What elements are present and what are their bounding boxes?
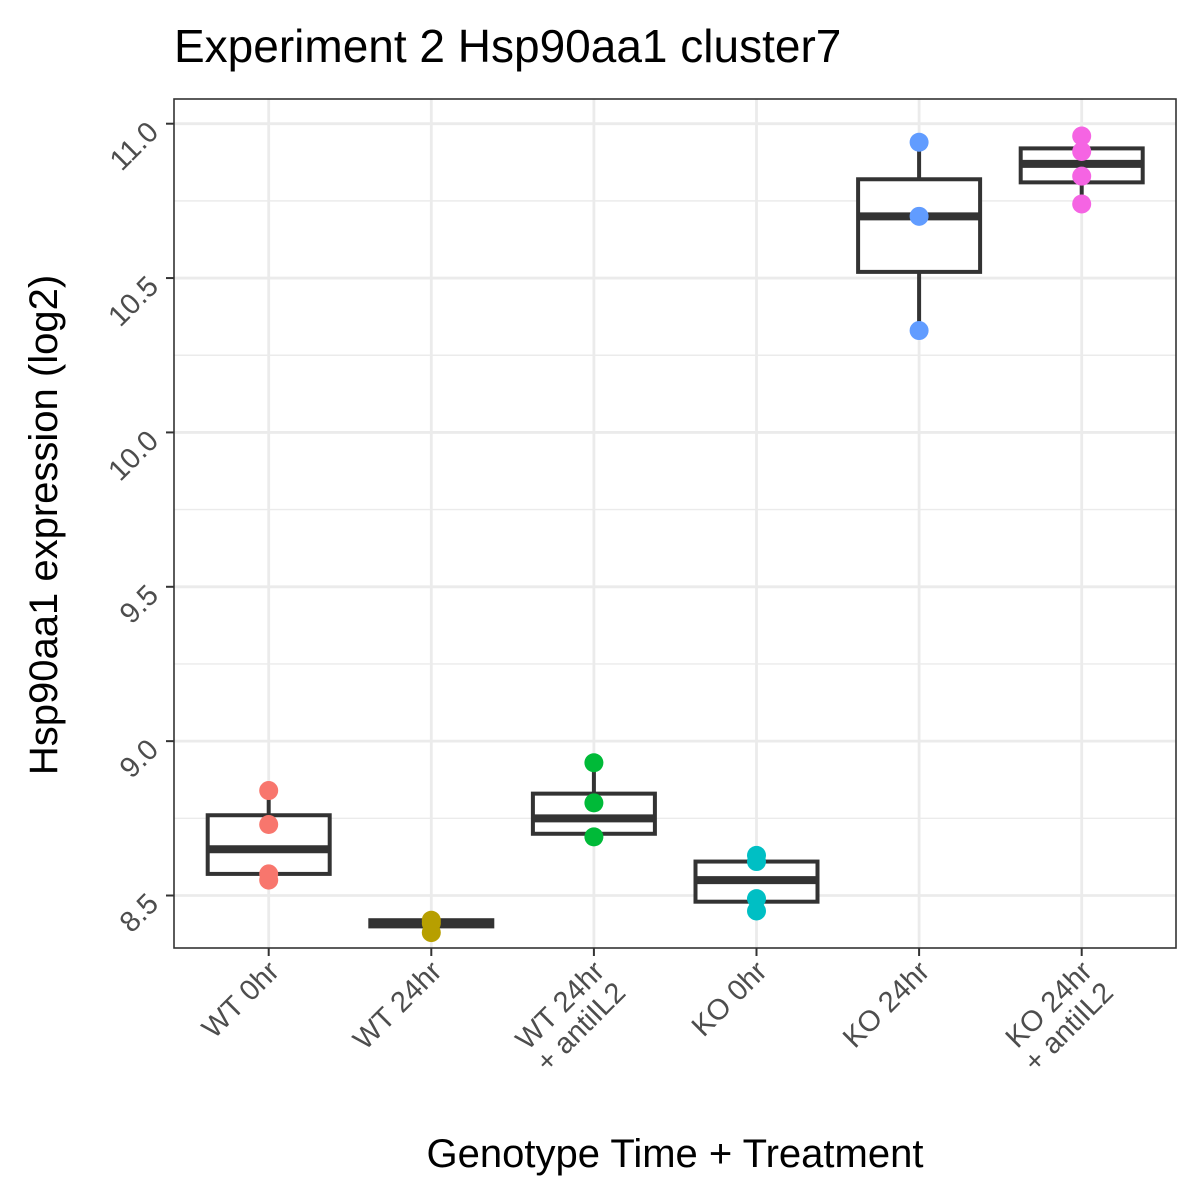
x-tick-label-line: KO 0hr bbox=[686, 955, 774, 1043]
data-point bbox=[1072, 166, 1092, 186]
x-tick-label-line: WT 0hr bbox=[196, 955, 286, 1045]
x-tick-label: WT 24hr+ antiIL2 bbox=[509, 955, 632, 1078]
data-point bbox=[747, 901, 766, 921]
x-tick-label: KO 24hr bbox=[837, 955, 936, 1054]
data-point bbox=[1072, 194, 1092, 214]
y-axis-title: Hsp90aa1 expression (log2) bbox=[22, 275, 66, 775]
box-group bbox=[856, 132, 983, 341]
y-tick-label: 10.5 bbox=[102, 270, 165, 333]
data-point bbox=[909, 321, 929, 341]
box-group bbox=[205, 781, 332, 890]
x-tick-label: KO 24hr+ antiIL2 bbox=[997, 955, 1120, 1078]
data-point bbox=[259, 870, 279, 890]
y-tick-label: 9.5 bbox=[114, 579, 165, 630]
data-point bbox=[584, 793, 604, 813]
y-tick-label: 11.0 bbox=[104, 116, 165, 177]
data-point bbox=[584, 753, 604, 773]
panel-border bbox=[173, 98, 1177, 949]
y-tick-label: 9.0 bbox=[114, 733, 165, 784]
x-tick-label-line: WT 24hr bbox=[347, 955, 448, 1056]
y-tick-label: 8.5 bbox=[114, 888, 165, 939]
data-point bbox=[421, 923, 441, 943]
data-point bbox=[1072, 126, 1092, 146]
box-group bbox=[530, 753, 657, 847]
x-tick-label: KO 0hr bbox=[686, 955, 774, 1043]
y-tick-label: 10.0 bbox=[102, 425, 165, 488]
plot-area: 8.5 9.0 9.5 10.0 10.5 11.0 WT 0hr WT 24hr WT 24h… bbox=[102, 98, 1177, 1078]
data-point bbox=[584, 827, 604, 847]
x-tick-label-line: KO 24hr bbox=[837, 955, 936, 1054]
x-tick-label: WT 24hr bbox=[347, 955, 448, 1056]
x-axis-title: Genotype Time + Treatment bbox=[427, 1132, 924, 1176]
panel-background bbox=[174, 99, 1176, 948]
box-group bbox=[368, 910, 495, 943]
x-tick-label: WT 0hr bbox=[196, 955, 286, 1045]
box-group bbox=[693, 845, 820, 921]
data-point bbox=[1072, 141, 1092, 161]
data-point bbox=[747, 852, 766, 872]
data-point bbox=[909, 132, 929, 152]
chart-title: Experiment 2 Hsp90aa1 cluster7 bbox=[174, 20, 841, 72]
data-point bbox=[259, 781, 279, 801]
data-point bbox=[259, 815, 279, 835]
box-group bbox=[1018, 126, 1145, 214]
data-point bbox=[909, 206, 929, 226]
